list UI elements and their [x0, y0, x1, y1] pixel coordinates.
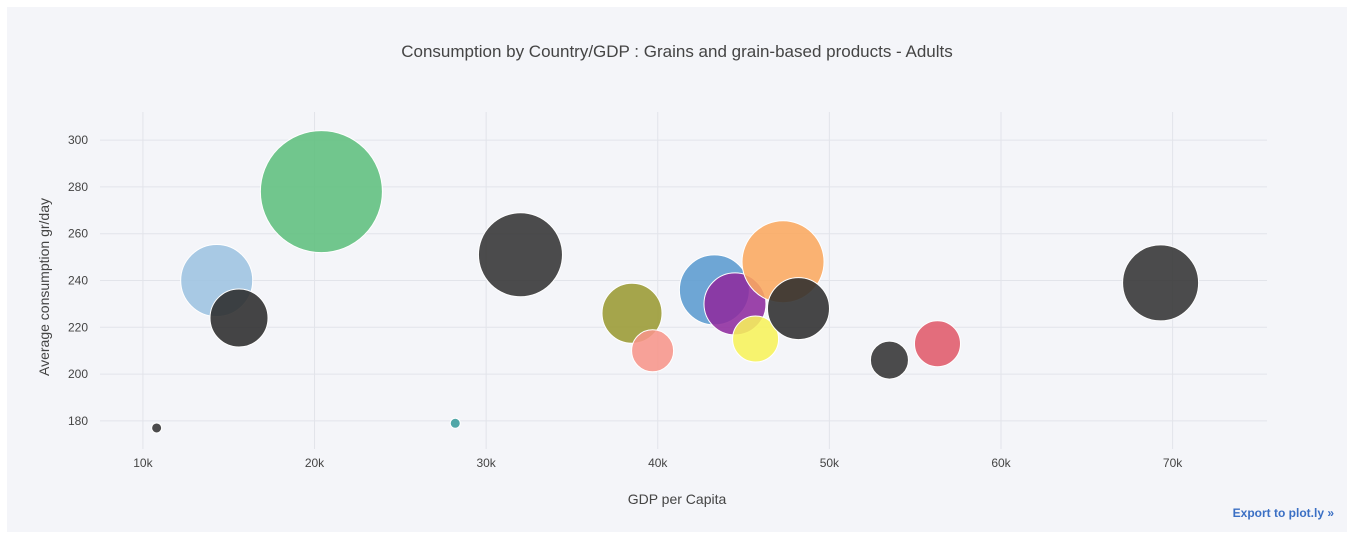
bubble-point[interactable]: [766, 277, 830, 341]
bubble-point[interactable]: [151, 422, 163, 434]
bubble-point[interactable]: [209, 288, 269, 348]
y-tick-label: 200: [68, 367, 88, 381]
x-tick-label: 70k: [1163, 456, 1183, 470]
x-tick-label: 40k: [648, 456, 668, 470]
data-points: [151, 130, 1200, 434]
bubble-point[interactable]: [259, 130, 383, 254]
y-tick-label: 300: [68, 133, 88, 147]
bubble-point[interactable]: [631, 329, 675, 373]
bubble-point[interactable]: [732, 315, 780, 363]
y-tick-label: 220: [68, 320, 88, 334]
bubble-point[interactable]: [601, 282, 663, 344]
bubble-point[interactable]: [477, 212, 563, 298]
chart-panel: Consumption by Country/GDP : Grains and …: [7, 7, 1347, 532]
y-tick-label: 240: [68, 274, 88, 288]
x-tick-label: 10k: [133, 456, 153, 470]
x-tick-label: 50k: [820, 456, 840, 470]
x-tick-label: 60k: [991, 456, 1011, 470]
y-axis-title: Average consumption gr/day: [36, 198, 52, 376]
y-tick-label: 280: [68, 180, 88, 194]
x-axis-ticks: 10k 20k 30k 40k 50k 60k 70k: [133, 456, 1183, 470]
bubble-chart: Consumption by Country/GDP : Grains and …: [36, 42, 1267, 507]
bubble-point[interactable]: [913, 320, 961, 368]
y-tick-label: 260: [68, 227, 88, 241]
chart-title: Consumption by Country/GDP : Grains and …: [401, 42, 953, 61]
bubble-point[interactable]: [1122, 244, 1200, 322]
bubble-point[interactable]: [869, 340, 909, 380]
export-to-plotly-link[interactable]: Export to plot.ly »: [1232, 506, 1334, 520]
y-tick-label: 180: [68, 414, 88, 428]
y-axis-ticks: 180 200 220 240 260 280 300: [68, 133, 88, 428]
bubble-point[interactable]: [449, 417, 461, 429]
x-axis-title: GDP per Capita: [628, 491, 727, 507]
x-tick-label: 30k: [476, 456, 496, 470]
x-tick-label: 20k: [305, 456, 325, 470]
